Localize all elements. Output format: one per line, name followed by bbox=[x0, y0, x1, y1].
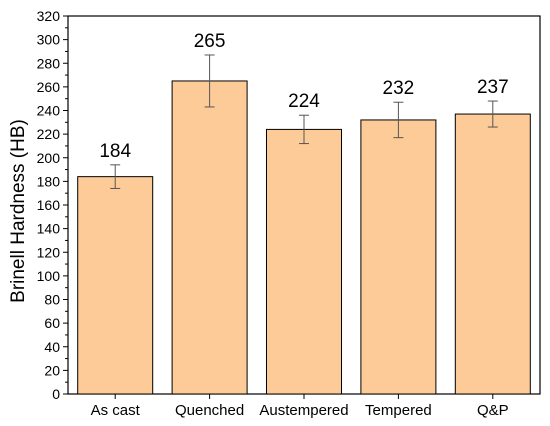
x-tick-label: As cast bbox=[91, 402, 141, 419]
y-tick-label: 100 bbox=[37, 268, 61, 284]
y-tick-label: 0 bbox=[52, 386, 60, 402]
y-tick-label: 200 bbox=[37, 150, 61, 166]
x-tick-label: Austempered bbox=[259, 402, 348, 419]
y-tick-label: 320 bbox=[37, 8, 61, 24]
x-tick-label: Tempered bbox=[365, 402, 432, 419]
y-tick-label: 220 bbox=[37, 126, 61, 142]
bar bbox=[454, 113, 531, 395]
y-axis-title: Brinell Hardness (HB) bbox=[8, 119, 29, 303]
y-tick-label: 280 bbox=[37, 55, 61, 71]
x-axis-labels: As cast Quenched Austempered Tempered Q&P bbox=[91, 394, 509, 419]
bars bbox=[77, 80, 531, 395]
y-tick-label: 260 bbox=[37, 79, 61, 95]
bar bbox=[360, 119, 437, 395]
y-tick-label: 120 bbox=[37, 244, 61, 260]
y-tick-label: 80 bbox=[44, 292, 60, 308]
bar-value-label: 184 bbox=[99, 141, 131, 162]
error-bars bbox=[110, 54, 498, 189]
x-tick-label: Quenched bbox=[175, 402, 244, 419]
y-axis-ticks: 0 20 40 60 80 100 120 140 160 180 200 220 240 260 280 3… bbox=[37, 8, 68, 402]
x-tick-label: Q&P bbox=[477, 402, 509, 419]
bar-value-label: 232 bbox=[383, 78, 415, 99]
y-tick-label: 180 bbox=[37, 173, 61, 189]
bar bbox=[171, 80, 248, 395]
bar-value-label: 265 bbox=[194, 31, 226, 52]
y-tick-label: 300 bbox=[37, 32, 61, 48]
data-labels: 184 265 224 232 237 bbox=[99, 31, 508, 162]
bar-value-label: 237 bbox=[477, 77, 509, 98]
y-tick-label: 240 bbox=[37, 103, 61, 119]
bar-value-label: 224 bbox=[288, 91, 320, 112]
y-tick-label: 60 bbox=[44, 315, 60, 331]
bar bbox=[77, 176, 154, 395]
y-tick-label: 140 bbox=[37, 221, 61, 237]
bar bbox=[266, 128, 342, 395]
y-tick-label: 160 bbox=[37, 197, 61, 213]
y-tick-label: 40 bbox=[44, 339, 60, 355]
y-tick-label: 20 bbox=[44, 362, 60, 378]
